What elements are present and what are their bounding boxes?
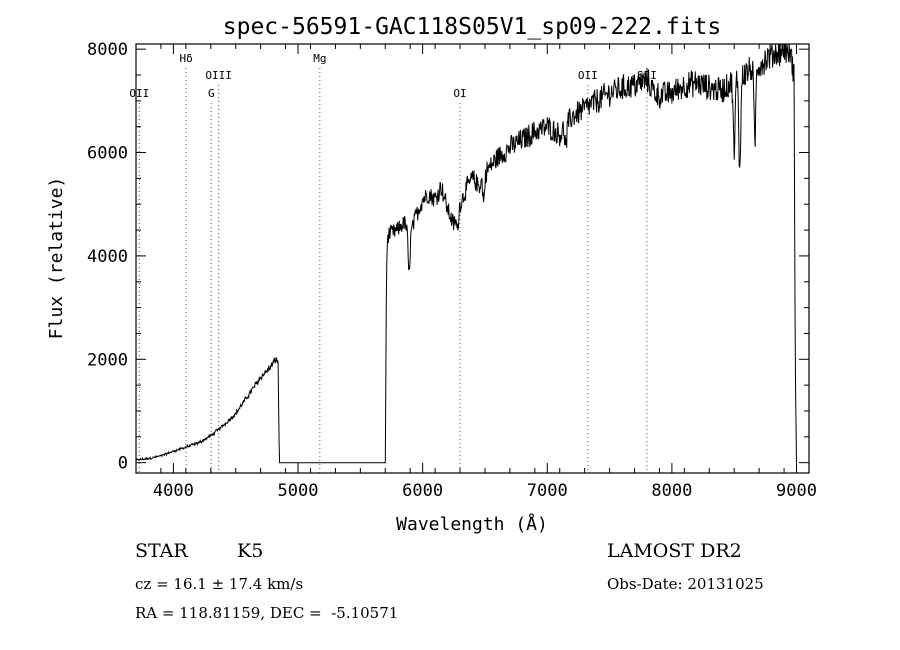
x-tick-label: 5000 — [278, 481, 319, 501]
line-marker-label: OII — [129, 87, 149, 100]
x-axis-label: Wavelength (Å) — [396, 513, 548, 535]
x-tick-label: 7000 — [527, 481, 568, 501]
x-tick-label: 8000 — [651, 481, 692, 501]
y-tick-label: 8000 — [87, 40, 128, 60]
object-subclass: K5 — [237, 540, 264, 562]
observation-date: Obs-Date: 20131025 — [607, 575, 764, 593]
spectrum-layer — [135, 43, 797, 464]
axes: 4000 5000 6000 7000 8000 9000 0 2000 4000 6000 800… — [87, 40, 817, 501]
line-marker-label: OIII — [205, 69, 232, 82]
line-marker-label: OI — [453, 87, 466, 100]
survey-name: LAMOST DR2 — [607, 540, 742, 562]
y-tick-label: 2000 — [87, 350, 128, 370]
y-tick-label: 0 — [118, 454, 128, 474]
object-class: STAR — [135, 540, 188, 562]
chart-title: spec-56591-GAC118S05V1_sp09-222.fits — [223, 14, 722, 40]
coordinates-readout: RA = 118.81159, DEC = -5.10571 — [135, 604, 399, 622]
x-tick-label: 6000 — [402, 481, 443, 501]
line-marker-label: Mg — [313, 52, 326, 65]
x-tick-label: 9000 — [776, 481, 817, 501]
redshift-readout: cz = 16.1 ± 17.4 km/s — [135, 575, 304, 593]
line-marker-label: OII — [578, 69, 598, 82]
line-marker-label: G — [208, 87, 215, 100]
y-tick-label: 6000 — [87, 144, 128, 164]
plot-frame — [135, 43, 810, 474]
spectrum-line — [135, 43, 797, 464]
y-axis-label: Flux (relative) — [46, 177, 67, 340]
line-marker-label: Hδ — [179, 52, 192, 65]
y-tick-label: 4000 — [87, 247, 128, 267]
x-tick-label: 4000 — [153, 481, 194, 501]
